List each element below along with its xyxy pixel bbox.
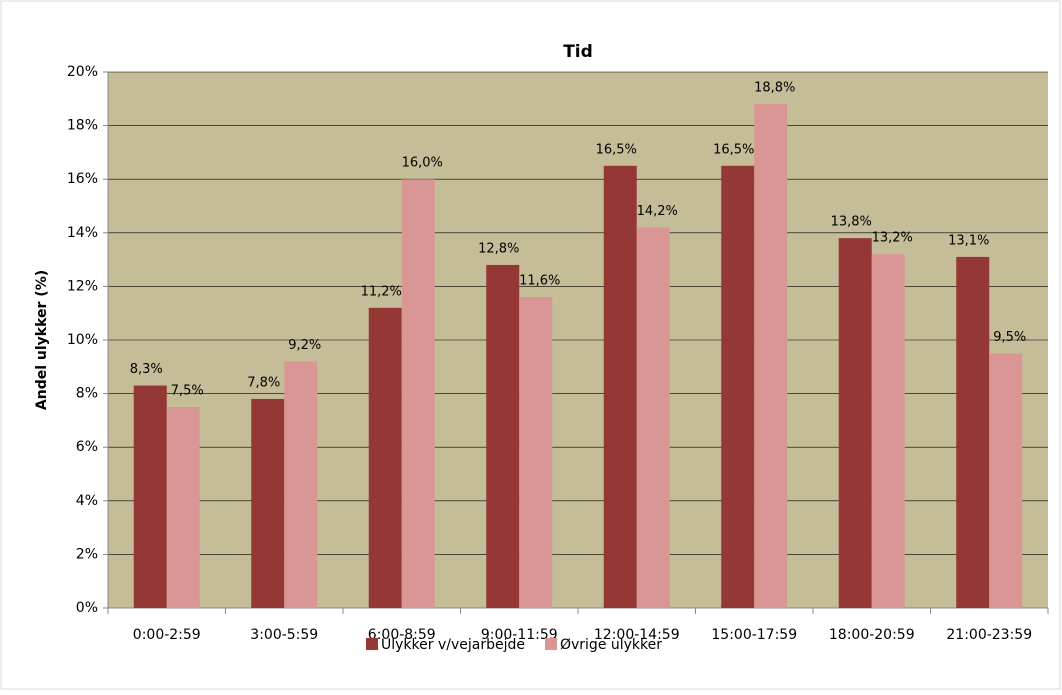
y-tick-label: 4% (76, 493, 98, 509)
x-tick-label: 0:00-2:59 (133, 627, 201, 643)
chart-title: Tid (563, 42, 593, 62)
value-label: 11,2% (361, 284, 402, 299)
value-label: 18,8% (754, 81, 795, 96)
x-tick-label: 15:00-17:59 (711, 627, 797, 643)
y-tick-label: 12% (67, 278, 98, 294)
y-tick-label: 8% (76, 386, 98, 402)
y-tick-label: 14% (67, 225, 98, 241)
bar (251, 398, 285, 608)
value-label: 16,5% (596, 142, 637, 157)
y-tick-label: 6% (76, 439, 98, 455)
x-tick-label: 3:00-5:59 (250, 627, 318, 643)
value-label: 12,8% (478, 241, 519, 256)
value-label: 14,2% (637, 204, 678, 219)
value-label: 13,1% (948, 233, 989, 248)
bar (871, 254, 905, 609)
x-tick-label: 18:00-20:59 (829, 627, 915, 643)
value-label: 13,2% (872, 231, 913, 246)
legend-swatch (544, 638, 557, 650)
bar (133, 385, 167, 608)
value-label: 7,8% (247, 375, 280, 390)
value-label: 11,6% (519, 274, 560, 289)
y-tick-label: 2% (76, 546, 98, 562)
y-tick-label: 0% (76, 600, 98, 616)
y-axis-label: Andel ulykker (%) (34, 270, 50, 410)
bar (284, 361, 318, 608)
value-label: 8,3% (130, 362, 163, 377)
bar (636, 227, 670, 608)
x-tick-label: 12:00-14:59 (594, 627, 680, 643)
x-tick-label: 6:00-8:59 (368, 627, 436, 643)
x-tick-label: 21:00-23:59 (946, 627, 1032, 643)
x-tick-label: 9:00-11:59 (481, 627, 558, 643)
bar (519, 297, 553, 608)
value-label: 13,8% (831, 215, 872, 230)
bar (721, 165, 755, 609)
bar (401, 179, 435, 608)
value-label: 9,2% (288, 338, 321, 353)
bar (603, 165, 637, 609)
legend-swatch (366, 638, 378, 650)
bar (838, 238, 872, 608)
bar (486, 264, 520, 608)
bar (956, 256, 990, 608)
bar (754, 104, 788, 608)
bar (368, 307, 402, 608)
value-label: 9,5% (993, 330, 1026, 345)
y-tick-label: 20% (67, 64, 98, 80)
y-tick-label: 18% (67, 118, 98, 134)
y-tick-label: 16% (67, 171, 98, 187)
legend-label: Ulykker v/vejarbejde (381, 637, 525, 653)
bar (166, 407, 200, 608)
y-tick-label: 10% (67, 332, 98, 348)
value-label: 16,0% (402, 156, 443, 171)
value-label: 16,5% (713, 142, 754, 157)
value-label: 7,5% (171, 384, 204, 399)
legend-label: Øvrige ulykker (560, 637, 662, 653)
bar (989, 353, 1023, 608)
